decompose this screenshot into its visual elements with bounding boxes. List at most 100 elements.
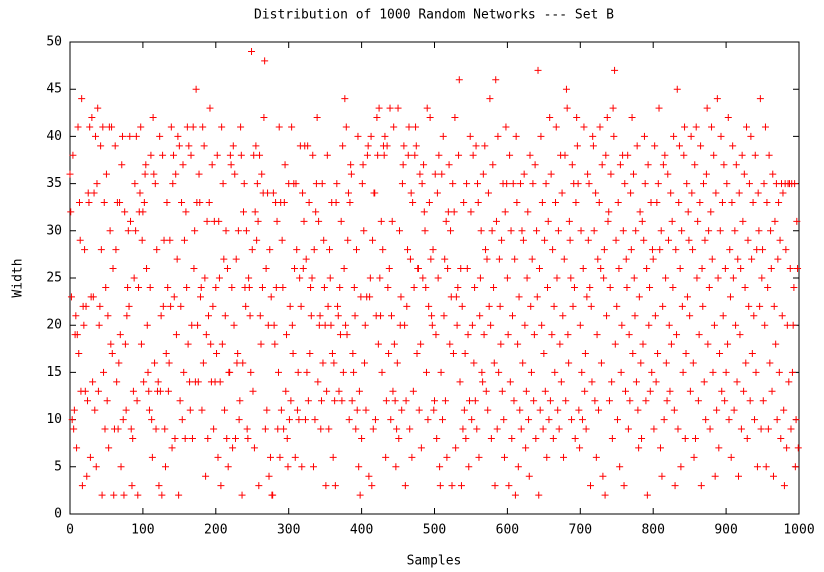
point bbox=[364, 142, 372, 150]
point bbox=[247, 368, 255, 376]
point bbox=[70, 406, 78, 414]
point bbox=[159, 302, 167, 310]
point bbox=[565, 359, 573, 367]
point bbox=[432, 331, 440, 339]
point bbox=[572, 198, 580, 206]
point bbox=[148, 453, 156, 461]
point bbox=[335, 387, 343, 395]
point bbox=[378, 368, 386, 376]
point bbox=[239, 359, 247, 367]
point bbox=[309, 151, 317, 159]
point bbox=[400, 142, 408, 150]
point bbox=[764, 283, 772, 291]
point bbox=[365, 472, 373, 480]
point bbox=[675, 142, 683, 150]
point bbox=[117, 463, 125, 471]
point bbox=[412, 123, 420, 131]
point bbox=[508, 434, 516, 442]
point bbox=[333, 180, 341, 188]
point bbox=[218, 340, 226, 348]
point bbox=[240, 180, 248, 188]
point bbox=[679, 368, 687, 376]
y-tick-label: 45 bbox=[46, 82, 62, 97]
point bbox=[174, 132, 182, 140]
point bbox=[383, 142, 391, 150]
point bbox=[693, 274, 701, 282]
point bbox=[651, 312, 659, 320]
point bbox=[474, 198, 482, 206]
point bbox=[445, 161, 453, 169]
point bbox=[510, 397, 518, 405]
point bbox=[81, 387, 89, 395]
point bbox=[202, 472, 210, 480]
point bbox=[662, 274, 670, 282]
point bbox=[743, 123, 751, 131]
point bbox=[97, 246, 105, 254]
point bbox=[713, 95, 721, 103]
point bbox=[514, 340, 522, 348]
point bbox=[664, 170, 672, 178]
point bbox=[70, 425, 78, 433]
point bbox=[132, 132, 140, 140]
point bbox=[639, 340, 647, 348]
point bbox=[346, 198, 354, 206]
point bbox=[616, 463, 624, 471]
point bbox=[762, 463, 770, 471]
point bbox=[267, 293, 275, 301]
point bbox=[556, 340, 564, 348]
point bbox=[139, 208, 147, 216]
point bbox=[533, 227, 541, 235]
point bbox=[326, 246, 334, 254]
point bbox=[194, 378, 202, 386]
point bbox=[96, 302, 104, 310]
point bbox=[407, 189, 415, 197]
point bbox=[734, 255, 742, 263]
point bbox=[442, 217, 450, 225]
point bbox=[467, 208, 475, 216]
point bbox=[177, 302, 185, 310]
point bbox=[740, 387, 748, 395]
point bbox=[344, 189, 352, 197]
point bbox=[244, 434, 252, 442]
point bbox=[270, 321, 278, 329]
x-tick-label: 300 bbox=[277, 523, 300, 538]
point bbox=[359, 161, 367, 169]
point bbox=[201, 274, 209, 282]
point bbox=[756, 95, 764, 103]
point bbox=[785, 378, 793, 386]
point bbox=[667, 189, 675, 197]
point bbox=[603, 312, 611, 320]
point bbox=[404, 151, 412, 159]
point bbox=[299, 189, 307, 197]
point bbox=[715, 444, 723, 452]
point bbox=[426, 114, 434, 122]
point bbox=[371, 416, 379, 424]
point bbox=[578, 368, 586, 376]
point bbox=[75, 350, 83, 358]
point bbox=[135, 283, 143, 291]
point bbox=[373, 114, 381, 122]
point bbox=[576, 321, 584, 329]
point bbox=[597, 265, 605, 273]
point bbox=[738, 151, 746, 159]
point bbox=[681, 434, 689, 442]
point bbox=[605, 208, 613, 216]
point bbox=[496, 302, 504, 310]
point bbox=[261, 425, 269, 433]
point bbox=[130, 274, 138, 282]
point bbox=[143, 265, 151, 273]
point bbox=[227, 161, 235, 169]
point bbox=[571, 434, 579, 442]
point bbox=[187, 151, 195, 159]
point bbox=[129, 387, 137, 395]
point bbox=[75, 198, 83, 206]
point bbox=[297, 302, 305, 310]
point bbox=[398, 406, 406, 414]
point bbox=[73, 331, 81, 339]
point bbox=[153, 246, 161, 254]
point bbox=[86, 123, 94, 131]
point bbox=[729, 142, 737, 150]
x-tick-label: 400 bbox=[350, 523, 373, 538]
point bbox=[552, 123, 560, 131]
point bbox=[341, 95, 349, 103]
